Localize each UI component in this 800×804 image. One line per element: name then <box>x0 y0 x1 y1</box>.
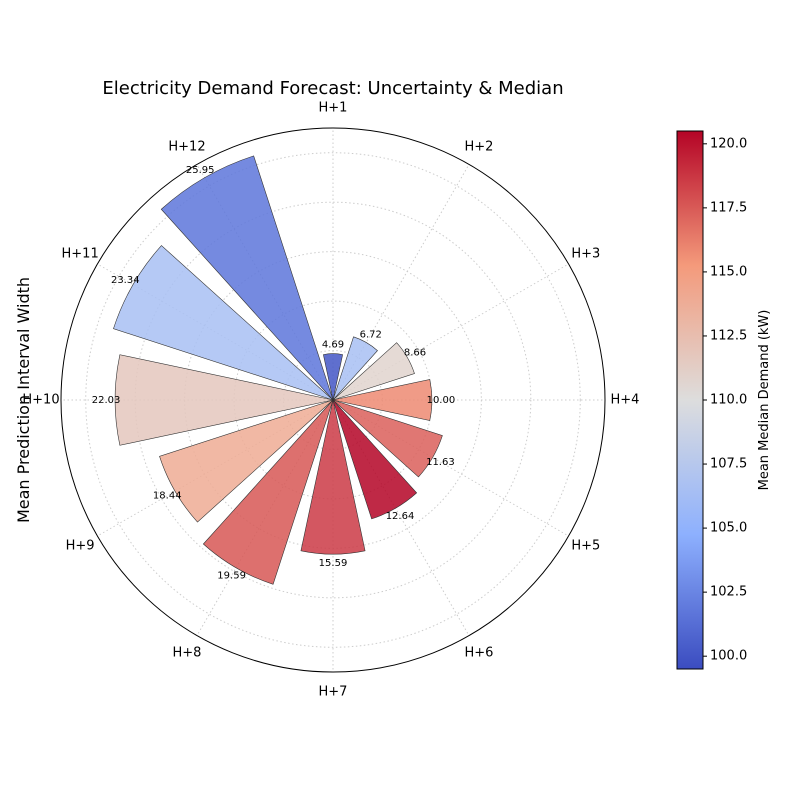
colorbar-tick-label: 117.5 <box>710 200 747 215</box>
category-label: H+7 <box>319 685 348 700</box>
colorbar-tick-label: 105.0 <box>710 521 747 536</box>
colorbar-tick-label: 110.0 <box>710 393 747 408</box>
value-label: 23.34 <box>111 275 140 286</box>
category-label: H+8 <box>173 645 202 660</box>
value-label: 4.69 <box>322 340 344 351</box>
bar-h11 <box>113 245 334 401</box>
colorbar: Mean Median Demand (kW) 100.0 102.5 105.0 1… <box>676 130 772 670</box>
value-label: 10.00 <box>427 395 456 406</box>
bar-h2 <box>332 336 378 401</box>
bar-h10 <box>114 354 334 446</box>
value-label: 8.66 <box>404 348 426 359</box>
bar-h7 <box>300 399 366 555</box>
category-label: H+1 <box>319 101 348 116</box>
value-label: 15.59 <box>319 558 348 569</box>
labels-layer: 4.69 H+1 6.72 H+2 8.66 H+3 10.00 H+4 11.63 H+5 12.… <box>22 101 639 700</box>
category-label: H+4 <box>611 393 640 408</box>
colorbar-label: Mean Median Demand (kW) <box>757 310 772 491</box>
value-label: 11.63 <box>426 457 455 468</box>
bar-h8 <box>202 399 334 585</box>
colorbar-tick-label: 120.0 <box>710 136 747 151</box>
category-label: H+11 <box>62 247 99 262</box>
value-label: 22.03 <box>92 395 121 406</box>
bars-layer <box>113 155 443 585</box>
bar-h12 <box>160 155 334 401</box>
value-label: 25.95 <box>186 165 215 176</box>
polar-frame <box>60 127 606 673</box>
bar-h3 <box>332 342 415 401</box>
colorbar-gradient <box>676 130 704 670</box>
radial-gridline <box>85 152 581 648</box>
chart-title: Electricity Demand Forecast: Uncertainty… <box>102 78 563 99</box>
bar-h1 <box>323 353 343 401</box>
colorbar-tick-label: 112.5 <box>710 328 747 343</box>
category-label: H+3 <box>571 247 600 262</box>
colorbar-tick-label: 102.5 <box>710 585 747 600</box>
value-label: 19.59 <box>217 571 246 582</box>
category-label: H+10 <box>22 393 59 408</box>
category-label: H+5 <box>571 539 600 554</box>
value-label: 12.64 <box>386 511 415 522</box>
bar-h6 <box>332 399 418 520</box>
bar-h9 <box>159 399 334 523</box>
colorbar-tick-label: 107.5 <box>710 457 747 472</box>
bar-h4 <box>332 379 433 421</box>
category-label: H+2 <box>465 140 494 155</box>
colorbar-tick-label: 100.0 <box>710 649 747 664</box>
bar-h5 <box>332 399 443 478</box>
category-label: H+9 <box>66 539 95 554</box>
colorbar-tick-label: 115.0 <box>710 264 747 279</box>
value-label: 18.44 <box>153 491 182 502</box>
category-label: H+6 <box>465 645 494 660</box>
value-label: 6.72 <box>360 330 382 341</box>
y-axis-label: Mean Prediction Interval Width <box>14 277 33 523</box>
category-label: H+12 <box>168 140 205 155</box>
